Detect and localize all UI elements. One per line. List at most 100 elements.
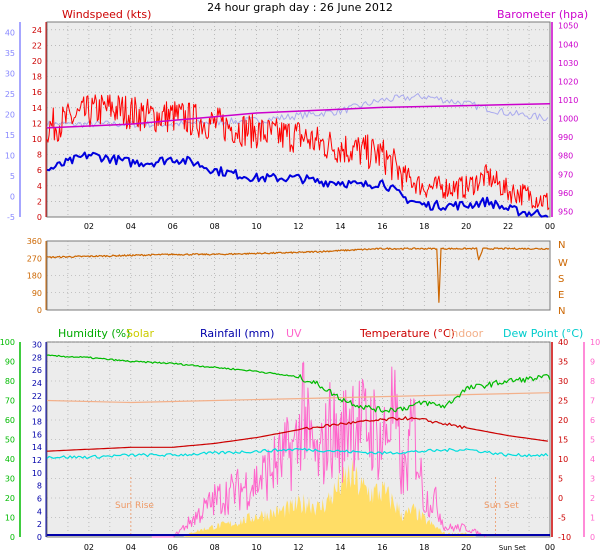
wind-y-tick: 18 <box>32 73 42 82</box>
barometer-tick: 1050 <box>558 22 578 31</box>
humidity-line <box>46 354 551 413</box>
humidity-tick: 80 <box>5 377 15 386</box>
wind-alt-tick: 40 <box>5 28 15 37</box>
temperature-tick: -10 <box>558 533 571 542</box>
wind-alt-tick: 5 <box>10 172 15 181</box>
direction-tick: 0 <box>37 306 42 315</box>
uv-tick: 8 <box>590 377 595 386</box>
wind-y-tick: 16 <box>32 88 42 97</box>
barometer-line <box>46 102 551 129</box>
rainfall-tick: 14 <box>32 443 42 452</box>
rainfall-tick: 12 <box>32 456 42 465</box>
humidity-tick: 60 <box>5 416 15 425</box>
uv-line <box>151 362 487 538</box>
rainfall-tick: 20 <box>32 405 42 414</box>
temperature-tick: 25 <box>558 397 568 406</box>
direction-tick: 270 <box>27 254 42 263</box>
direction-tick: 360 <box>27 237 42 246</box>
humidity-tick: 100 <box>0 338 15 347</box>
temperature-tick: 40 <box>558 338 568 347</box>
rainfall-tick: 2 <box>37 520 42 529</box>
temp-x-tick: 16 <box>377 543 387 552</box>
wind-x-tick: 20 <box>461 222 471 231</box>
temp-x-tick: 18 <box>419 543 429 552</box>
humidity-tick: 30 <box>5 475 15 484</box>
humidity-tick: 10 <box>5 514 15 523</box>
temp-x-tick: 02 <box>84 543 94 552</box>
compass-label: W <box>558 258 568 269</box>
barometer-tick: 1010 <box>558 96 578 105</box>
wind-x-tick: 10 <box>251 222 261 231</box>
uv-tick: 2 <box>590 494 595 503</box>
temperature-tick: 5 <box>558 475 563 484</box>
uv-tick: 10 <box>590 338 600 347</box>
wind-x-tick: 04 <box>126 222 136 231</box>
indoor-line <box>46 392 551 404</box>
uv-tick: 3 <box>590 475 595 484</box>
direction-line <box>46 247 550 303</box>
wind-alt-tick: 20 <box>5 110 15 119</box>
wind-x-tick: 12 <box>293 222 303 231</box>
humidity-tick: 0 <box>10 533 15 542</box>
wind-x-tick: 08 <box>210 222 220 231</box>
rainfall-tick: 0 <box>37 533 42 542</box>
uv-tick: 7 <box>590 397 595 406</box>
wind-y-tick: 10 <box>32 135 42 144</box>
rainfall-tick: 18 <box>32 418 42 427</box>
rainfall-tick: 6 <box>37 495 42 504</box>
temperature-tick: 15 <box>558 436 568 445</box>
compass-label: N <box>558 306 565 317</box>
temp-x-tick: 04 <box>126 543 136 552</box>
compass-label: S <box>558 274 564 285</box>
wind-x-tick: 06 <box>168 222 178 231</box>
rainfall-tick: 26 <box>32 366 42 375</box>
wind-alt-tick: 0 <box>10 192 15 201</box>
barometer-tick: 1030 <box>558 59 578 68</box>
wind-y-tick: 24 <box>32 26 42 35</box>
rainfall-tick: 30 <box>32 341 42 350</box>
barometer-tick: 960 <box>558 189 573 198</box>
temperature-legend: Temperature (°C) <box>359 327 455 340</box>
barometer-tick: 970 <box>558 170 573 179</box>
uv-tick: 5 <box>590 436 595 445</box>
wind-alt-tick: 35 <box>5 49 15 58</box>
windspeed-gust-line <box>46 94 550 211</box>
dewpoint-legend: Dew Point (°C) <box>503 327 583 340</box>
page-title: 24 hour graph day : 26 June 2012 <box>207 1 393 14</box>
windspeed-axis-label: Windspeed (kts) <box>62 8 151 21</box>
wind-y-tick: 20 <box>32 57 42 66</box>
rainfall-tick: 4 <box>37 507 42 516</box>
temperature-tick: 20 <box>558 416 568 425</box>
temp-x-tick: 06 <box>168 543 178 552</box>
humidity-tick: 40 <box>5 455 15 464</box>
direction-tick: 90 <box>32 289 42 298</box>
wind-x-tick: 02 <box>84 222 94 231</box>
wind-y-tick: 4 <box>37 182 42 191</box>
barometer-tick: 950 <box>558 207 573 216</box>
solar-area <box>183 459 477 537</box>
humidity-tick: 70 <box>5 397 15 406</box>
rainfall-tick: 16 <box>32 430 42 439</box>
temp-x-tick: 20 <box>461 543 471 552</box>
uv-tick: 0 <box>590 533 595 542</box>
direction-tick: 180 <box>27 272 42 281</box>
rainfall-legend: Rainfall (mm) <box>200 327 274 340</box>
rainfall-tick: 8 <box>37 482 42 491</box>
temperature-tick: -5 <box>558 514 566 523</box>
uv-tick: 6 <box>590 416 595 425</box>
wind-y-tick: 0 <box>37 213 42 222</box>
barometer-tick: 1020 <box>558 77 578 86</box>
sunset-tick: Sun Set <box>499 544 526 552</box>
dewpoint-line <box>46 447 549 460</box>
wind-alt-tick: 25 <box>5 90 15 99</box>
wind-barometer-chart: 024681012141618202224-505101520253035409… <box>5 21 578 231</box>
wind-alt-tick: 10 <box>5 151 15 160</box>
wind-y-tick: 2 <box>37 197 42 206</box>
sunset-annotation: Sun Set <box>484 501 519 511</box>
compass-label: E <box>558 290 564 301</box>
barometer-tick: 1000 <box>558 115 578 124</box>
wind-y-tick: 6 <box>37 166 42 175</box>
temp-x-tick: 14 <box>335 543 345 552</box>
wind-x-tick: 18 <box>419 222 429 231</box>
